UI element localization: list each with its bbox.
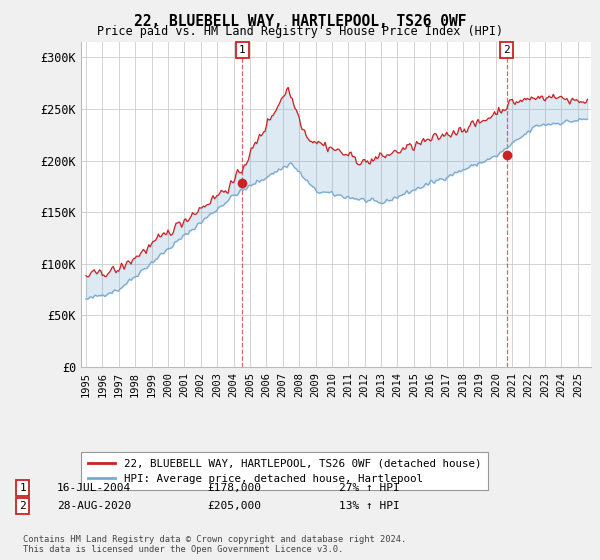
Legend: 22, BLUEBELL WAY, HARTLEPOOL, TS26 0WF (detached house), HPI: Average price, det: 22, BLUEBELL WAY, HARTLEPOOL, TS26 0WF (… xyxy=(82,452,488,490)
Text: 22, BLUEBELL WAY, HARTLEPOOL, TS26 0WF: 22, BLUEBELL WAY, HARTLEPOOL, TS26 0WF xyxy=(134,14,466,29)
Text: £178,000: £178,000 xyxy=(207,483,261,493)
Text: 1: 1 xyxy=(239,45,246,55)
Text: 13% ↑ HPI: 13% ↑ HPI xyxy=(339,501,400,511)
Text: 2: 2 xyxy=(19,501,26,511)
Text: 1: 1 xyxy=(19,483,26,493)
Text: £205,000: £205,000 xyxy=(207,501,261,511)
Text: 27% ↑ HPI: 27% ↑ HPI xyxy=(339,483,400,493)
Text: 28-AUG-2020: 28-AUG-2020 xyxy=(57,501,131,511)
Text: 16-JUL-2004: 16-JUL-2004 xyxy=(57,483,131,493)
Text: 2: 2 xyxy=(503,45,510,55)
Text: Contains HM Land Registry data © Crown copyright and database right 2024.
This d: Contains HM Land Registry data © Crown c… xyxy=(23,535,406,554)
Text: Price paid vs. HM Land Registry's House Price Index (HPI): Price paid vs. HM Land Registry's House … xyxy=(97,25,503,38)
